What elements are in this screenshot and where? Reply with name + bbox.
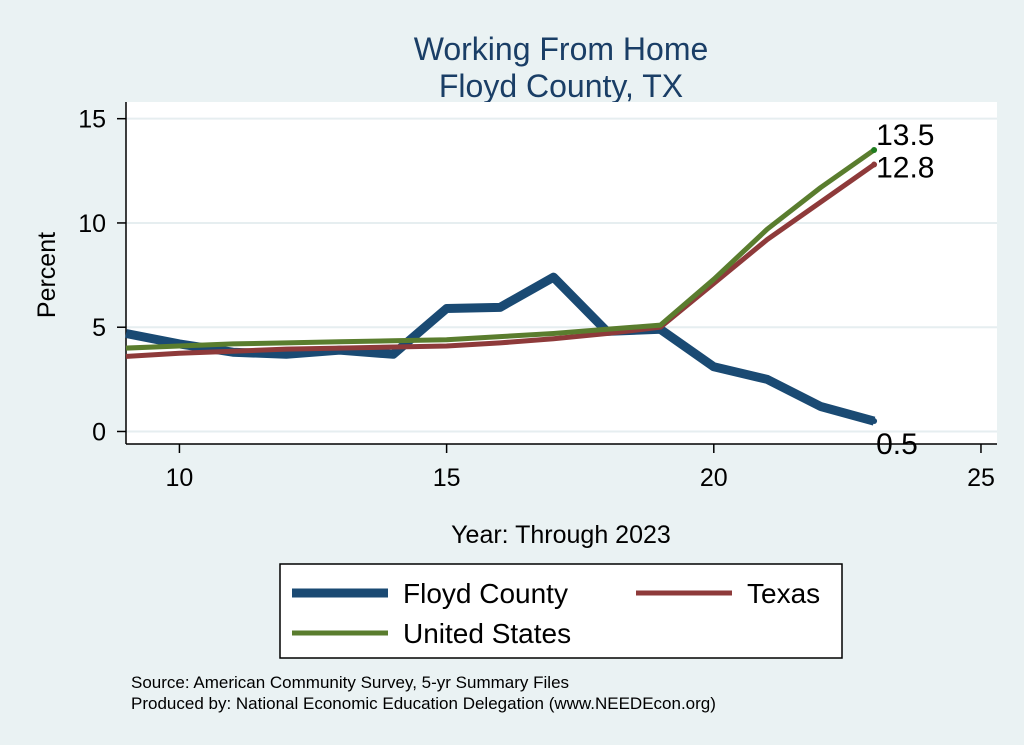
legend-label-floyd-county: Floyd County <box>403 578 568 609</box>
end-label-united-states: 13.5 <box>876 119 934 152</box>
y-tick-label: 15 <box>78 106 106 134</box>
chart-subtitle: Floyd County, TX <box>439 68 683 104</box>
end-point-united-states <box>871 146 878 153</box>
x-tick-label: 10 <box>166 464 194 492</box>
legend-label-texas: Texas <box>747 578 820 609</box>
produced-by-note: Produced by: National Economic Education… <box>131 694 716 713</box>
legend: Floyd County Texas United States <box>279 563 843 659</box>
end-point-texas <box>871 161 878 168</box>
end-point-floyd-county <box>871 418 878 425</box>
x-axis-title: Year: Through 2023 <box>451 521 671 549</box>
source-note: Source: American Community Survey, 5-yr … <box>131 673 569 692</box>
x-tick-label: 20 <box>700 464 728 492</box>
series-line-united-states <box>125 147 876 351</box>
legend-label-united-states: United States <box>403 618 571 649</box>
legend-box <box>279 563 843 659</box>
grid <box>126 117 997 433</box>
x-tick-label: 15 <box>433 464 461 492</box>
end-label-floyd-county: 0.5 <box>876 428 918 461</box>
series-group <box>125 147 876 426</box>
chart-title: Working From Home <box>414 31 709 67</box>
plot-area <box>126 102 997 444</box>
axes: 0 5 10 15 10 15 20 25 <box>78 102 997 492</box>
end-labels: 0.5 12.813.5 <box>871 119 934 461</box>
y-tick-label: 0 <box>92 418 106 446</box>
end-label-texas: 12.8 <box>876 152 934 185</box>
y-tick-label: 10 <box>78 210 106 238</box>
y-tick-label: 5 <box>92 314 106 342</box>
series-line-texas <box>125 162 876 359</box>
y-axis-title: Percent <box>33 232 61 318</box>
x-tick-label: 25 <box>967 464 995 492</box>
